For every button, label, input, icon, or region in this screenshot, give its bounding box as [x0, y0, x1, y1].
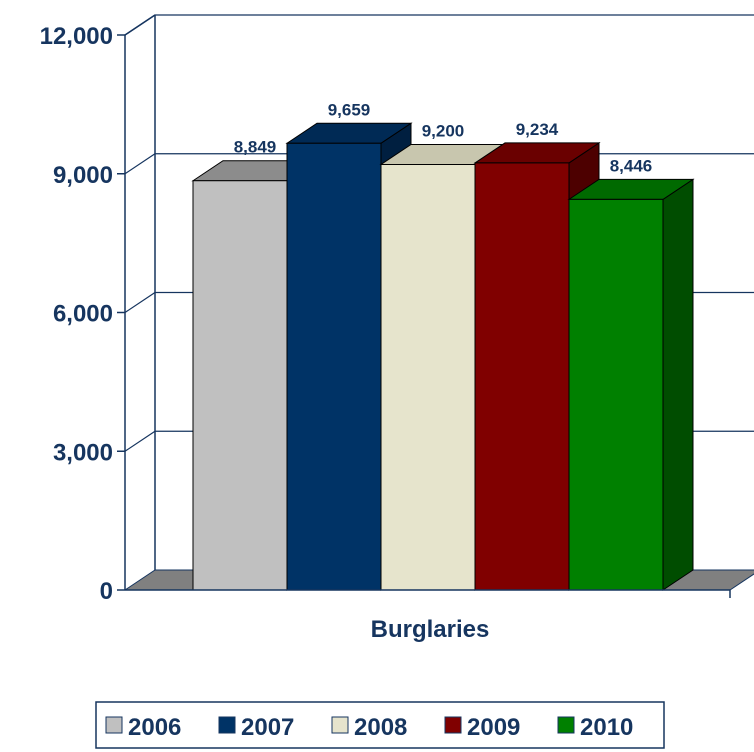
legend-swatch-2008	[331, 716, 349, 734]
legend-item-2007: 2007	[218, 714, 294, 741]
legend-label-2009: 2009	[467, 714, 520, 741]
y-tick-label: 3,000	[53, 439, 113, 466]
data-label-2008: 9,200	[422, 122, 465, 141]
data-label-2006: 8,849	[234, 138, 277, 157]
legend-swatch-2010	[557, 716, 575, 734]
data-label-2007: 9,659	[328, 100, 371, 119]
data-labels: 8,849 9,659 9,200 9,234 8,446	[234, 100, 653, 175]
bar-front-2010	[568, 198, 664, 591]
legend-label-2008: 2008	[354, 714, 407, 741]
x-category-label: Burglaries	[371, 616, 490, 643]
legend-item-2006: 2006	[105, 714, 181, 741]
bar-side-2010	[662, 178, 694, 591]
data-label-2009: 9,234	[516, 120, 559, 139]
side-wall-top-edge	[124, 14, 156, 36]
bar-front-2007	[286, 142, 382, 591]
bar-front-2009	[474, 162, 570, 591]
data-label-2010: 8,446	[610, 156, 653, 175]
legend-swatch-2009	[444, 716, 462, 734]
legend-swatch-2006	[105, 716, 123, 734]
bar-front-2008	[380, 164, 476, 591]
axes	[117, 14, 731, 598]
bars	[191, 122, 695, 591]
legend: 2006 2007 2008 2009 2010	[95, 701, 665, 749]
legend-item-2009: 2009	[444, 714, 520, 741]
legend-swatch-2007	[218, 716, 236, 734]
bar-2010	[567, 178, 695, 591]
y-tick-label: 6,000	[53, 301, 113, 328]
y-tick-label: 12,000	[40, 23, 113, 50]
gridline	[124, 14, 754, 36]
legend-item-2008: 2008	[331, 714, 407, 741]
legend-label-2007: 2007	[241, 714, 294, 741]
y-tick-label: 9,000	[53, 162, 113, 189]
y-tick-labels: 0 3,000 6,000 9,000 12,000	[40, 23, 113, 605]
legend-label-2010: 2010	[580, 714, 633, 741]
y-tick-label: 0	[100, 578, 113, 605]
bar-front-2006	[192, 180, 288, 591]
legend-label-2006: 2006	[128, 714, 181, 741]
legend-item-2010: 2010	[557, 714, 633, 741]
